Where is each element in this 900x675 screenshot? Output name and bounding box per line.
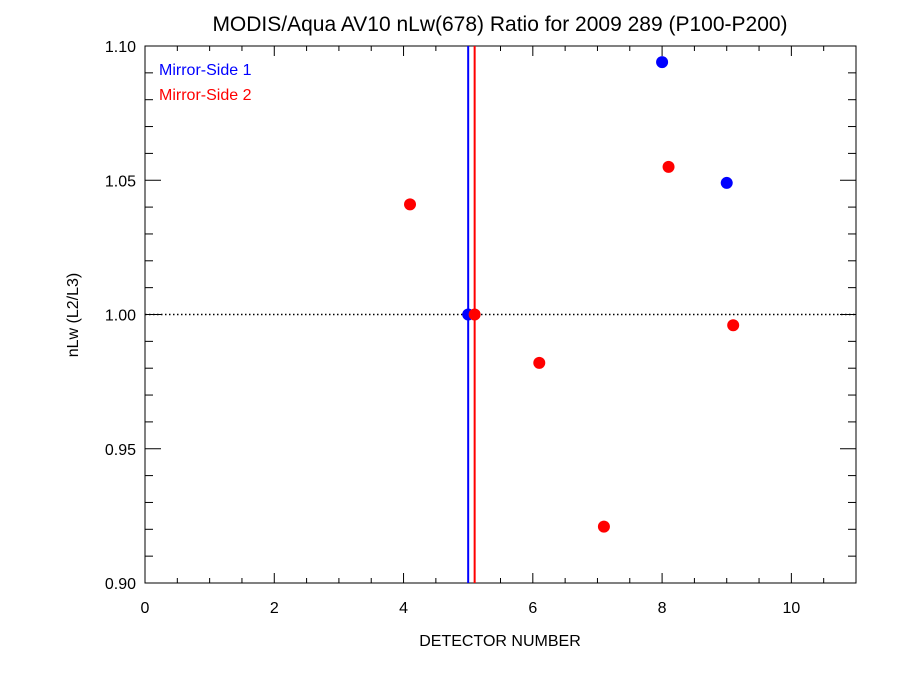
y-tick-label: 1.00 (105, 308, 136, 325)
y-tick-label: 1.10 (105, 39, 136, 56)
y-tick-label: 0.95 (105, 442, 136, 459)
plot-area: 0 2 4 6 8 10 0.90 0.95 1.00 1.05 1.10 (105, 39, 857, 617)
x-tick-label: 8 (658, 600, 667, 617)
y-tick-label: 1.05 (105, 173, 136, 190)
series-2-point (533, 356, 546, 369)
x-tick-label: 0 (141, 600, 150, 617)
series-2-point (468, 308, 481, 321)
chart-title: MODIS/Aqua AV10 nLw(678) Ratio for 2009 … (212, 13, 787, 36)
x-tick-label: 6 (528, 600, 537, 617)
x-tick-label: 10 (782, 600, 800, 617)
x-tick-label: 2 (270, 600, 279, 617)
y-axis-label: nLw (L2/L3) (65, 273, 82, 358)
series-1-point (656, 56, 669, 69)
series-2-point (597, 520, 610, 533)
series-2-point (404, 198, 417, 211)
y-tick-label: 0.90 (105, 576, 136, 593)
series-2-point (662, 160, 675, 173)
series-2-point (727, 319, 740, 332)
series-1-point (720, 176, 733, 189)
legend-entry-1: Mirror-Side 1 (159, 62, 252, 79)
x-axis-label: DETECTOR NUMBER (419, 633, 581, 650)
legend: Mirror-Side 1 Mirror-Side 2 (159, 62, 252, 104)
legend-entry-2: Mirror-Side 2 (159, 87, 252, 104)
x-tick-label: 4 (399, 600, 408, 617)
